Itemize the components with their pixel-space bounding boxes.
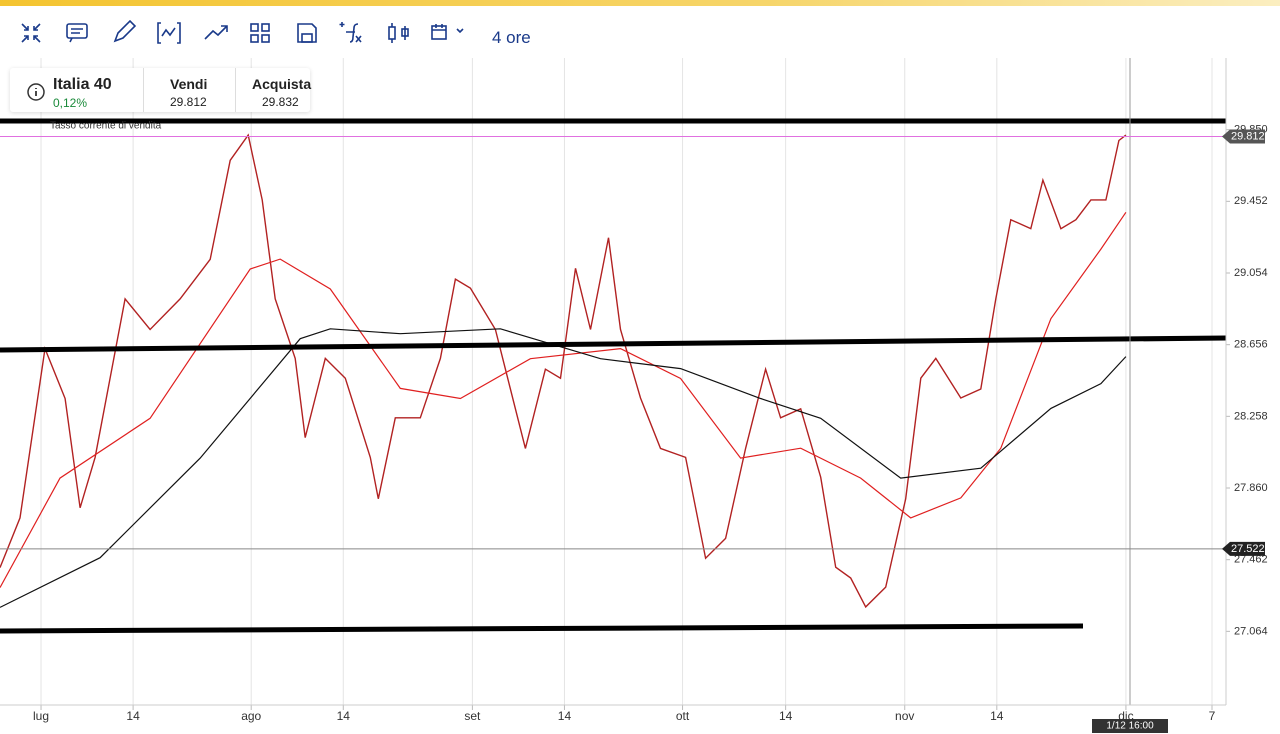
buy-price: 29.832 bbox=[262, 95, 299, 109]
y-tick-label: 29.452 bbox=[1234, 195, 1268, 207]
trend-icon[interactable] bbox=[204, 25, 228, 40]
timeframe[interactable]: 4 ore bbox=[492, 28, 531, 47]
x-tick-label: 14 bbox=[779, 709, 793, 723]
sell-label: Vendi bbox=[170, 76, 208, 92]
layout-icon[interactable] bbox=[250, 23, 270, 43]
instrument-name: Italia 40 bbox=[53, 76, 112, 93]
toolbar-icons bbox=[21, 19, 464, 44]
buy-label: Acquista bbox=[252, 76, 312, 92]
y-tick-label: 27.462 bbox=[1234, 554, 1268, 566]
divider bbox=[143, 68, 144, 112]
channel-line bbox=[0, 335, 1227, 353]
x-tick-label: 14 bbox=[990, 709, 1004, 723]
save-icon[interactable] bbox=[297, 23, 317, 43]
x-tick-label: 7 bbox=[1209, 709, 1216, 723]
price-tag-label: 29.812 bbox=[1231, 130, 1265, 142]
series-line bbox=[0, 133, 1127, 609]
x-tick-label: 14 bbox=[337, 709, 351, 723]
cursor-tag bbox=[1092, 719, 1168, 733]
x-tick-label: lug bbox=[33, 709, 49, 723]
change: 0,12% bbox=[53, 96, 88, 110]
calendar-icon[interactable] bbox=[431, 24, 464, 40]
info-icon[interactable] bbox=[26, 82, 46, 102]
series-line bbox=[0, 211, 1127, 588]
y-tick-label: 29.054 bbox=[1234, 267, 1268, 279]
candle-icon[interactable] bbox=[388, 23, 409, 43]
divider bbox=[235, 68, 236, 112]
y-tick-label: 28.656 bbox=[1234, 339, 1268, 351]
x-tick-label: dic bbox=[1118, 709, 1133, 723]
price-tag-label: 27.522 bbox=[1231, 543, 1265, 555]
function-icon[interactable] bbox=[339, 22, 362, 43]
x-tick-label: set bbox=[464, 709, 481, 723]
collapse-icon[interactable] bbox=[21, 23, 41, 43]
x-tick-label: nov bbox=[895, 709, 914, 723]
series-line bbox=[0, 328, 1127, 608]
pencil-icon[interactable] bbox=[113, 19, 137, 43]
cursor-label: 1/12 16:00 bbox=[1106, 721, 1154, 732]
support-line bbox=[0, 623, 1084, 634]
x-tick-label: ago bbox=[241, 709, 261, 723]
sell-price: 29.812 bbox=[170, 95, 207, 109]
x-tick-label: 14 bbox=[558, 709, 572, 723]
chart: 29.85029.45229.05428.65628.25827.86027.4… bbox=[0, 58, 1268, 733]
instrument-panel[interactable]: Italia 40 0,12% Vendi 29.812 Acquista 29… bbox=[10, 68, 312, 112]
note: Tasso corrente di vendita bbox=[50, 121, 162, 132]
price-tag bbox=[1222, 541, 1265, 556]
indicator-icon[interactable] bbox=[157, 22, 181, 44]
accent-bar bbox=[0, 0, 1280, 6]
x-tick-label: 14 bbox=[126, 709, 140, 723]
comment-icon[interactable] bbox=[66, 23, 88, 43]
y-tick-label: 27.064 bbox=[1234, 625, 1268, 637]
x-tick-label: ott bbox=[676, 709, 690, 723]
y-tick-label: 27.860 bbox=[1234, 482, 1268, 494]
price-tag bbox=[1222, 129, 1265, 144]
toolbar: 4 ore bbox=[0, 6, 1280, 58]
y-tick-label: 28.258 bbox=[1234, 410, 1268, 422]
